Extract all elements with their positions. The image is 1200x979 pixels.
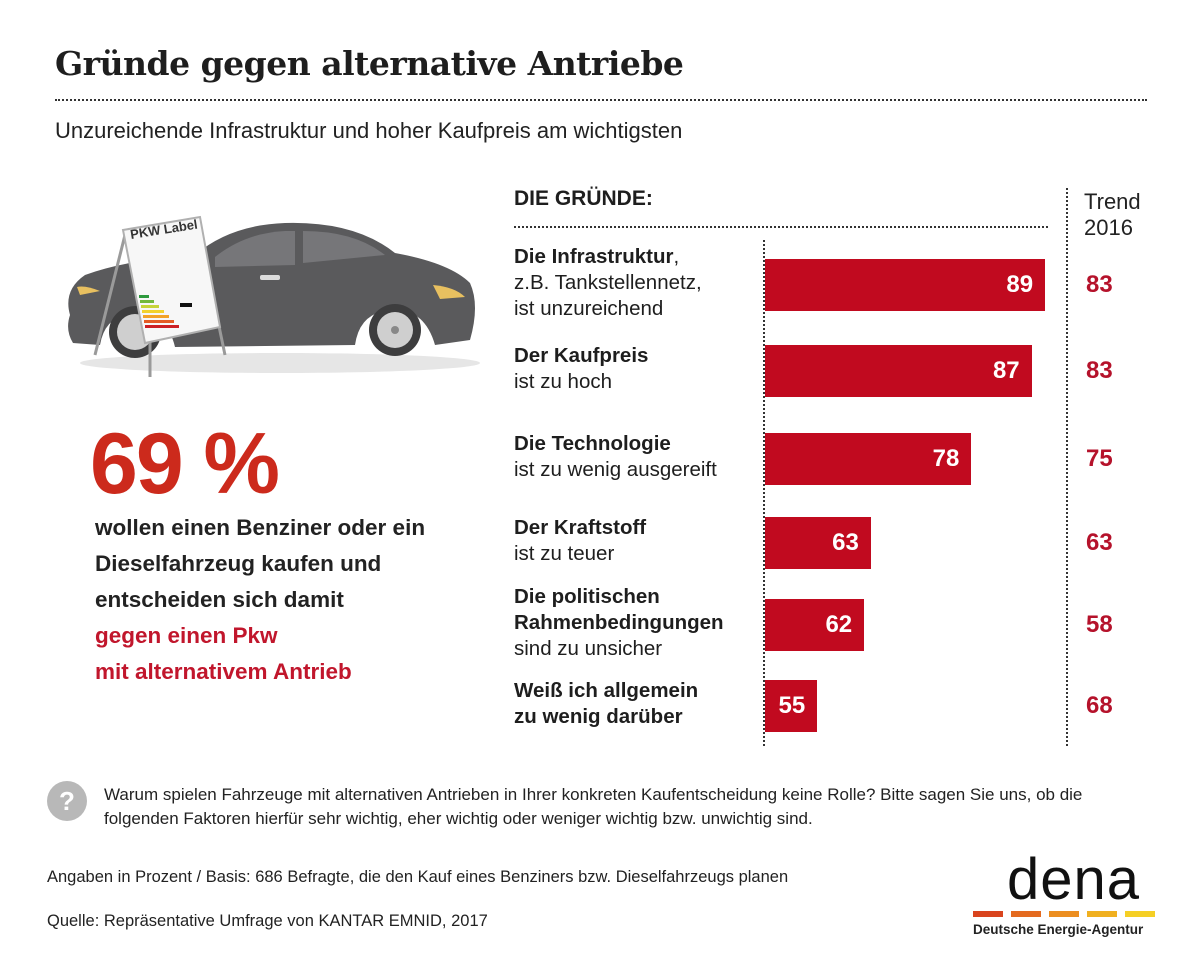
statement-line: entscheiden sich damit	[95, 587, 344, 612]
category-label: Die Infrastruktur, z.B. Tankstellennetz, i…	[514, 244, 702, 322]
dena-logo-word: dena	[1007, 847, 1141, 912]
category-label-line: Weiß ich allgemein	[514, 679, 699, 702]
category-label: Der Kraftstoff ist zu teuer	[514, 515, 646, 567]
headlight	[433, 285, 465, 299]
category-label-line: zu wenig darüber	[514, 705, 683, 728]
trend-value: 58	[1086, 611, 1113, 638]
statement-line: wollen einen Benziner oder ein	[95, 515, 426, 540]
trend-value: 63	[1086, 529, 1113, 556]
bar-value-label: 63	[832, 529, 859, 556]
statement-emphasis-line: mit alternativem Antrieb	[95, 659, 352, 684]
category-label-line: Der Kraftstoff	[514, 516, 647, 539]
category-label: Die politischen Rahmenbedingungen sind zu …	[514, 584, 724, 662]
bar: 87	[765, 345, 1032, 397]
car-window-front	[215, 231, 295, 267]
bar-value-label: 89	[1006, 271, 1034, 298]
trend-header-line: 2016	[1084, 215, 1133, 240]
trend-header: Trend 2016	[1084, 189, 1141, 241]
category-label-line: Die Technologie	[514, 432, 671, 455]
survey-question: Warum spielen Fahrzeuge mit alternativen…	[104, 785, 1083, 828]
car-illustration: PKW Label	[68, 215, 480, 377]
statement-emphasis-line: gegen einen Pkw	[95, 623, 278, 648]
category-label-line: ist unzureichend	[514, 297, 664, 320]
trend-value: 75	[1086, 445, 1113, 472]
chart-header-divider	[514, 226, 1048, 228]
title-divider	[55, 99, 1147, 101]
category-label-line: ist zu hoch	[514, 370, 612, 393]
page-title: Gründe gegen alternative Antriebe	[55, 44, 684, 83]
basis-note: Angaben in Prozent / Basis: 686 Befragte…	[47, 868, 789, 886]
logo-stripe	[1011, 911, 1041, 917]
statement-line: Dieselfahrzeug kaufen und	[95, 551, 382, 576]
bar: 63	[765, 517, 871, 569]
category-label-line: Rahmenbedingungen	[514, 611, 724, 634]
car-window-rear	[303, 231, 385, 263]
bar-value-label: 78	[932, 445, 960, 472]
logo-stripe	[973, 911, 1003, 917]
category-label: Der Kaufpreis ist zu hoch	[514, 343, 648, 395]
trend-value: 83	[1086, 271, 1113, 298]
category-label-line: z.B. Tankstellennetz,	[514, 271, 702, 294]
category-label: Weiß ich allgemein zu wenig darüber	[514, 678, 698, 730]
source-note: Quelle: Repräsentative Umfrage von KANTA…	[47, 912, 488, 930]
page-subtitle: Unzureichende Infrastruktur und hoher Ka…	[55, 118, 683, 143]
car-shadow	[80, 353, 480, 373]
bar: 62	[765, 599, 865, 651]
bar-value-label: 55	[778, 692, 806, 719]
bar: 55	[765, 680, 818, 732]
category-label-line: ist zu teuer	[514, 542, 615, 565]
highlight-percentage: 69 %	[90, 416, 280, 512]
chart-title: DIE GRÜNDE:	[514, 187, 653, 210]
door-handle	[260, 275, 280, 280]
trend-divider	[1066, 188, 1068, 746]
category-label-line: Der Kaufpreis	[514, 344, 649, 367]
logo-stripe	[1087, 911, 1117, 917]
category-label-line: Die politischen	[514, 585, 660, 608]
logo-stripe	[1125, 911, 1155, 917]
trend-header-line: Trend	[1084, 189, 1141, 214]
dena-logo-subtitle: Deutsche Energie-Agentur	[973, 922, 1144, 937]
trend-value: 68	[1086, 692, 1113, 719]
category-label-line: ist zu wenig ausgereift	[514, 458, 717, 481]
bar: 89	[765, 259, 1046, 311]
question-mark-icon: ?	[47, 781, 87, 821]
bar-axis-line	[763, 240, 765, 746]
category-label-line: Die Infrastruktur,	[514, 245, 680, 268]
bar-value-label: 87	[992, 357, 1020, 384]
category-label-line: sind zu unsicher	[514, 637, 663, 660]
bar: 78	[765, 433, 972, 485]
highlight-statement: wollen einen Benziner oder ein Dieselfah…	[95, 510, 425, 690]
logo-stripe	[1049, 911, 1079, 917]
taillight	[77, 286, 100, 295]
trend-value: 83	[1086, 357, 1113, 384]
category-label: Die Technologie ist zu wenig ausgereift	[514, 431, 717, 483]
dena-logo-stripes	[973, 911, 1155, 917]
bar-value-label: 62	[825, 611, 853, 638]
